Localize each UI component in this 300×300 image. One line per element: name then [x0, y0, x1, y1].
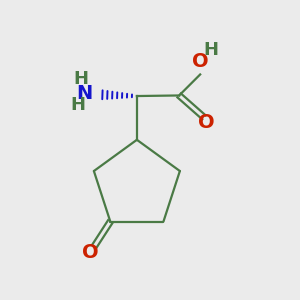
Text: O: O [82, 243, 99, 262]
Text: H: H [204, 41, 219, 59]
Text: H: H [73, 70, 88, 88]
Text: O: O [198, 113, 214, 132]
Text: N: N [76, 84, 92, 103]
Text: H: H [70, 96, 85, 114]
Text: O: O [192, 52, 209, 71]
